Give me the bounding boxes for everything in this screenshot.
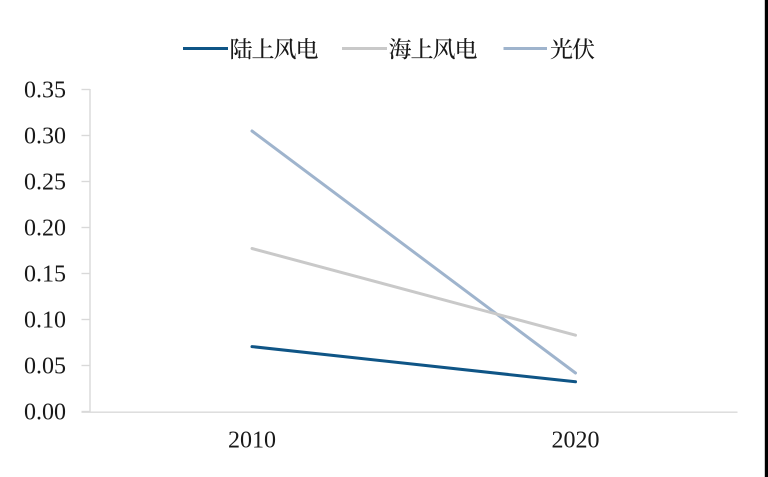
svg-text:0.15: 0.15 <box>24 262 66 288</box>
svg-text:0.00: 0.00 <box>24 400 66 426</box>
svg-text:0.30: 0.30 <box>24 124 66 150</box>
svg-text:0.05: 0.05 <box>24 354 66 380</box>
svg-text:2010: 2010 <box>228 428 276 454</box>
svg-text:0.20: 0.20 <box>24 216 66 242</box>
svg-text:0.35: 0.35 <box>24 78 66 104</box>
svg-text:2020: 2020 <box>552 428 600 454</box>
svg-text:0.25: 0.25 <box>24 170 66 196</box>
svg-text:0.10: 0.10 <box>24 308 66 334</box>
